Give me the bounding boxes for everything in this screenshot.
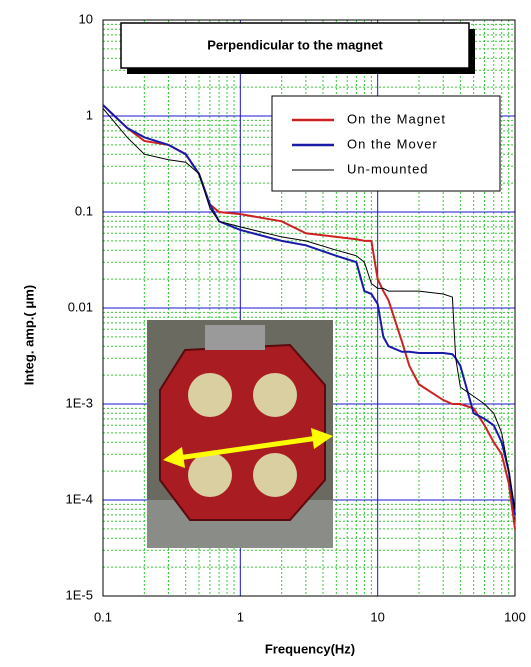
series-line — [102, 108, 516, 510]
inset-photo — [147, 320, 333, 548]
y-tick-label: 0.1 — [75, 203, 93, 218]
legend-label: On the Mover — [347, 136, 438, 151]
top-fixture — [205, 325, 265, 350]
coil — [188, 373, 232, 417]
x-tick-label: 100 — [504, 609, 526, 624]
arrow-head — [163, 447, 185, 468]
coil — [188, 453, 232, 497]
y-tick-label: 1E-5 — [66, 587, 93, 602]
x-tick-label: 1 — [237, 609, 244, 624]
x-tick-label: 10 — [370, 609, 384, 624]
coil — [253, 373, 297, 417]
chart-title: Perpendicular to the magnet — [207, 37, 383, 52]
x-tick-label: 0.1 — [94, 609, 112, 624]
y-tick-label: 1E-4 — [66, 491, 93, 506]
y-tick-label: 1 — [86, 107, 93, 122]
plot-frame — [102, 19, 516, 597]
arrow-shaft — [177, 435, 319, 461]
magnet-body — [159, 343, 326, 521]
arrow-head — [311, 428, 333, 449]
y-tick-label: 1E-3 — [66, 395, 93, 410]
legend-box — [271, 95, 501, 192]
legend-label: On the Magnet — [347, 111, 446, 126]
y-axis-label: Integ. amp.( μm) — [21, 285, 36, 385]
y-tick-label: 10 — [79, 11, 93, 26]
legend-label: Un-mounted — [347, 161, 429, 176]
x-axis-label: Frequency(Hz) — [265, 641, 355, 656]
title-box — [120, 22, 470, 69]
y-tick-label: 0.01 — [68, 299, 93, 314]
coil — [253, 453, 297, 497]
